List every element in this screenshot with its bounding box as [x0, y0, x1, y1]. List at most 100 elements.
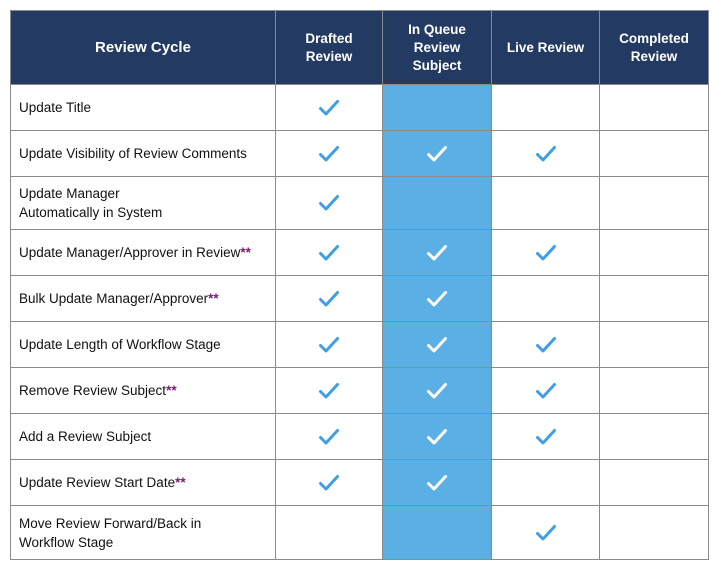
row-label-cell: Update Manager/Approver in Review**: [10, 229, 276, 276]
checkmark-icon: [426, 473, 448, 493]
table-row: Update Visibility of Review Comments: [10, 130, 709, 177]
checkmark-icon: [318, 473, 340, 493]
status-cell: [382, 130, 492, 177]
row-label-cell: Update Review Start Date**: [10, 459, 276, 506]
checkmark-icon: [318, 289, 340, 309]
status-cell: [275, 367, 383, 414]
row-label-cell: Remove Review Subject**: [10, 367, 276, 414]
table-row: Add a Review Subject: [10, 413, 709, 460]
checkmark-icon: [318, 193, 340, 213]
checkmark-icon: [318, 381, 340, 401]
status-cell: [382, 367, 492, 414]
status-cell: [599, 321, 709, 368]
status-cell: [491, 229, 600, 276]
checkmark-icon: [535, 381, 557, 401]
row-label-cell: Update Visibility of Review Comments: [10, 130, 276, 177]
checkmark-icon: [535, 335, 557, 355]
row-label: Update Length of Workflow Stage: [19, 337, 221, 352]
status-cell: [491, 413, 600, 460]
row-label: Move Review Forward/Back in Workflow Sta…: [19, 515, 202, 550]
status-cell: [599, 130, 709, 177]
row-label: Update Review Start Date: [19, 475, 176, 490]
status-cell: [382, 505, 492, 560]
checkmark-icon: [426, 144, 448, 164]
row-label: Remove Review Subject: [19, 383, 167, 398]
checkmark-icon: [535, 243, 557, 263]
status-cell: [491, 130, 600, 177]
status-cell: [275, 84, 383, 131]
checkmark-icon: [426, 381, 448, 401]
table-row: Update Title: [10, 84, 709, 131]
header-row: Review Cycle Drafted Review In Queue Rev…: [10, 10, 709, 85]
checkmark-icon: [426, 289, 448, 309]
status-cell: [491, 84, 600, 131]
status-cell: [491, 367, 600, 414]
row-label: Update Visibility of Review Comments: [19, 146, 247, 161]
status-cell: [599, 229, 709, 276]
checkmark-icon: [318, 335, 340, 355]
checkmark-icon: [426, 243, 448, 263]
asterisk-note-marker: **: [240, 245, 251, 260]
row-label: Update Manager/Approver in Review: [19, 245, 241, 260]
row-label-cell: Update Title: [10, 84, 276, 131]
status-cell: [382, 275, 492, 322]
table-row: Update Manager/Approver in Review**: [10, 229, 709, 276]
checkmark-icon: [318, 243, 340, 263]
status-cell: [491, 176, 600, 230]
status-cell: [275, 459, 383, 506]
row-label-cell: Add a Review Subject: [10, 413, 276, 460]
status-cell: [382, 84, 492, 131]
status-cell: [599, 413, 709, 460]
asterisk-note-marker: **: [166, 383, 177, 398]
header-completed-review: Completed Review: [599, 10, 709, 85]
row-label: Update Manager Automatically in System: [19, 186, 163, 220]
table-row: Update Length of Workflow Stage: [10, 321, 709, 368]
checkmark-icon: [318, 144, 340, 164]
table-row: Move Review Forward/Back in Workflow Sta…: [10, 505, 709, 560]
status-cell: [275, 321, 383, 368]
table-row: Remove Review Subject**: [10, 367, 709, 414]
review-cycle-matrix: Review Cycle Drafted Review In Queue Rev…: [10, 10, 709, 560]
table-row: Update Manager Automatically in System: [10, 176, 709, 230]
checkmark-icon: [535, 523, 557, 543]
row-label-cell: Update Length of Workflow Stage: [10, 321, 276, 368]
row-label: Add a Review Subject: [19, 429, 152, 444]
status-cell: [491, 275, 600, 322]
status-cell: [491, 321, 600, 368]
checkmark-icon: [426, 335, 448, 355]
status-cell: [275, 413, 383, 460]
row-label-cell: Bulk Update Manager/Approver**: [10, 275, 276, 322]
status-cell: [382, 176, 492, 230]
status-cell: [599, 275, 709, 322]
status-cell: [382, 459, 492, 506]
asterisk-note-marker: **: [208, 291, 219, 306]
table-header: Review Cycle Drafted Review In Queue Rev…: [10, 10, 709, 85]
table-body: Update Title Update Visibility of Review …: [10, 84, 709, 560]
checkmark-icon: [426, 427, 448, 447]
row-label-cell: Update Manager Automatically in System: [10, 176, 276, 230]
asterisk-note-marker: **: [175, 475, 186, 490]
status-cell: [275, 229, 383, 276]
status-cell: [599, 84, 709, 131]
status-cell: [599, 176, 709, 230]
status-cell: [275, 130, 383, 177]
status-cell: [382, 413, 492, 460]
header-review-cycle: Review Cycle: [10, 10, 276, 85]
status-cell: [382, 229, 492, 276]
status-cell: [275, 505, 383, 560]
row-label-cell: Move Review Forward/Back in Workflow Sta…: [10, 505, 276, 560]
status-cell: [491, 459, 600, 506]
row-label: Bulk Update Manager/Approver: [19, 291, 209, 306]
table-row: Bulk Update Manager/Approver**: [10, 275, 709, 322]
checkmark-icon: [535, 144, 557, 164]
header-drafted-review: Drafted Review: [275, 10, 383, 85]
header-live-review: Live Review: [491, 10, 600, 85]
status-cell: [599, 367, 709, 414]
row-label: Update Title: [19, 100, 92, 115]
header-in-queue-review-subject: In Queue Review Subject: [382, 10, 492, 85]
status-cell: [599, 459, 709, 506]
checkmark-icon: [318, 98, 340, 118]
checkmark-icon: [318, 427, 340, 447]
status-cell: [275, 275, 383, 322]
checkmark-icon: [535, 427, 557, 447]
